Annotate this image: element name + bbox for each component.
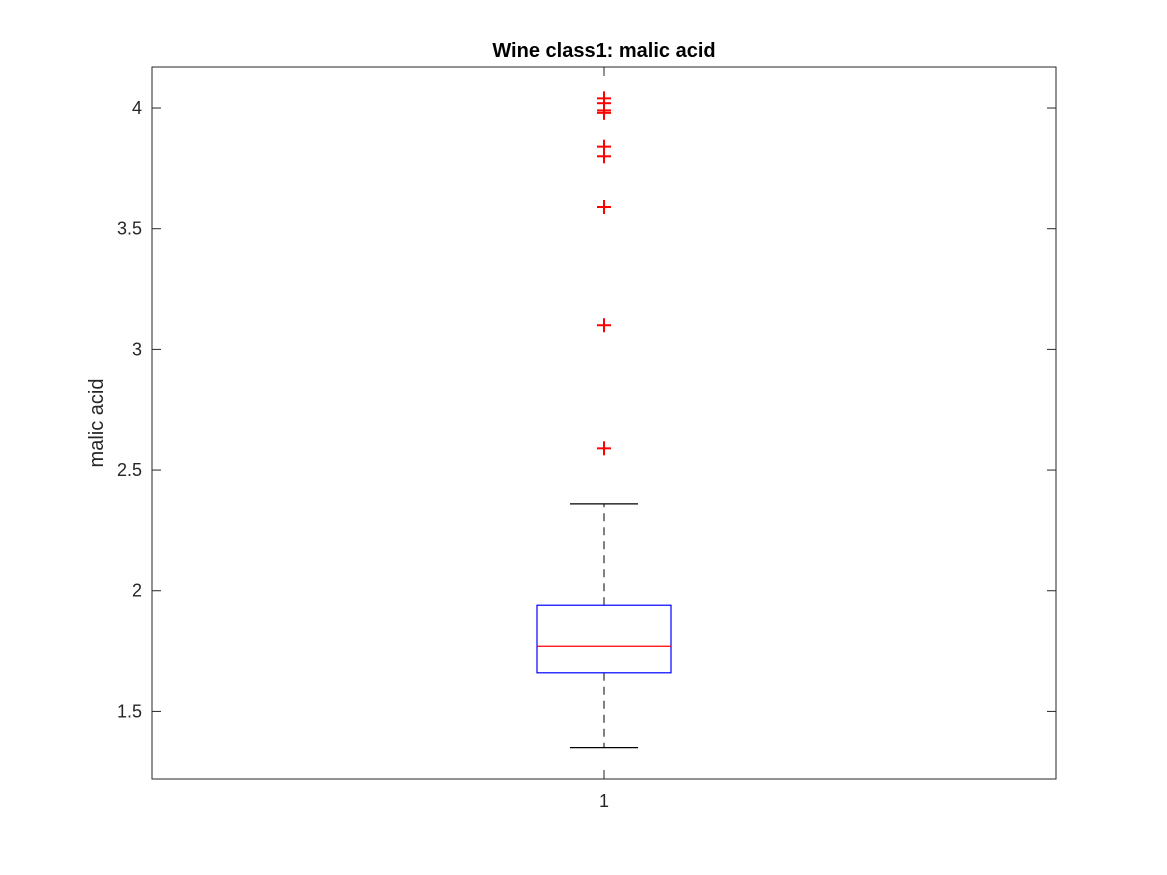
- interquartile-box: [536, 604, 672, 674]
- y-tick-label: 2.5: [117, 460, 142, 480]
- y-tick-label: 1.5: [117, 701, 142, 721]
- outlier-point: [597, 318, 611, 333]
- y-axis-label: malic acid: [86, 379, 108, 468]
- outlier-point: [597, 139, 611, 154]
- y-tick-label: 2: [132, 581, 142, 601]
- y-tick-label: 3: [132, 339, 142, 359]
- plot-area: 1.5 2 2.5 3 3.5 4 1: [117, 66, 1057, 811]
- axes-frame: [151, 66, 1057, 780]
- outlier-point: [597, 91, 611, 106]
- y-tick-label: 3.5: [117, 219, 142, 239]
- chart-title: Wine class1: malic acid: [492, 40, 715, 62]
- outlier-point: [597, 441, 611, 456]
- y-tick-label: 4: [132, 98, 142, 118]
- x-tick-label: 1: [599, 791, 609, 811]
- outlier-point: [597, 199, 611, 214]
